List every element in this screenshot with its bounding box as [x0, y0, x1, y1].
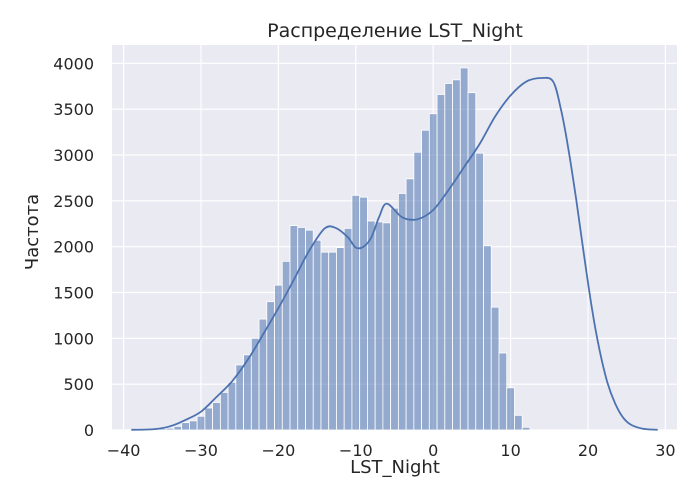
- x-tick-label: −30: [184, 441, 218, 460]
- y-tick-label: 2000: [53, 238, 94, 257]
- y-tick-label: 0: [84, 421, 94, 440]
- histogram-bar: [475, 152, 484, 431]
- histogram-bar: [336, 247, 345, 431]
- histogram-bar: [196, 415, 206, 431]
- histogram-bar: [444, 83, 453, 431]
- histogram-bar: [413, 151, 422, 431]
- histogram-bar: [483, 245, 492, 431]
- x-tick-labels: −40 −30 −20 −10 0 10 20 30: [107, 441, 676, 460]
- histogram-bar: [397, 193, 407, 431]
- histogram-bar: [421, 129, 430, 431]
- chart-title: Распределение LST_Night: [267, 20, 523, 42]
- histogram-bar: [343, 227, 353, 431]
- x-tick-label: 0: [428, 441, 438, 460]
- y-tick-label: 1000: [53, 329, 94, 348]
- y-tick-label: 3500: [53, 100, 94, 119]
- histogram-bar: [173, 425, 183, 431]
- histogram-bar: [312, 239, 322, 431]
- histogram-bar: [467, 92, 477, 431]
- y-tick-labels: 0 500 1000 1500 2000 2500 3000 3500 4000: [53, 54, 94, 440]
- histogram-bar: [405, 178, 415, 431]
- y-axis-label: Частота: [22, 194, 43, 270]
- x-tick-label: −20: [262, 441, 296, 460]
- y-tick-label: 1500: [53, 284, 94, 303]
- y-tick-label: 500: [63, 375, 94, 394]
- kde-curve: [131, 76, 658, 431]
- histogram-bar: [390, 207, 399, 431]
- histogram-bar: [436, 94, 446, 431]
- histogram-bar: [212, 402, 221, 431]
- y-tick-label: 4000: [53, 54, 94, 73]
- histogram-bar: [351, 194, 361, 431]
- histogram-bar: [514, 414, 523, 431]
- histogram-bar: [428, 113, 438, 431]
- histogram-bar: [320, 251, 330, 431]
- y-tick-label: 2500: [53, 192, 94, 211]
- histogram-bar: [498, 352, 508, 431]
- histogram-bar: [204, 407, 214, 431]
- x-tick-label: −10: [339, 441, 373, 460]
- histogram-bar: [227, 381, 237, 431]
- histogram-bar: [506, 387, 515, 431]
- histogram-bar: [490, 306, 500, 431]
- x-tick-label: 30: [655, 441, 675, 460]
- histogram-bar: [459, 67, 469, 431]
- histogram-bar: [165, 427, 175, 431]
- x-tick-label: 20: [578, 441, 598, 460]
- histogram-bar: [289, 225, 299, 431]
- histogram-bar: [328, 251, 337, 431]
- histogram-bar: [181, 422, 190, 431]
- x-tick-label: −40: [107, 441, 141, 460]
- histogram-bar: [374, 221, 384, 431]
- y-tick-label: 3000: [53, 146, 94, 165]
- histogram-bar: [367, 220, 376, 431]
- x-tick-label: 10: [500, 441, 520, 460]
- histogram-bar: [305, 229, 314, 431]
- histogram-bar: [452, 79, 461, 431]
- histogram-bar: [243, 354, 252, 431]
- histogram-bar: [219, 392, 229, 431]
- histogram-bar: [359, 196, 368, 431]
- histogram-bar: [382, 222, 392, 431]
- histogram-bars: [127, 67, 531, 431]
- histogram-bar: [521, 426, 531, 431]
- histogram-bar: [281, 260, 291, 431]
- x-axis-label: LST_Night: [350, 457, 440, 478]
- histogram-bar: [188, 420, 198, 431]
